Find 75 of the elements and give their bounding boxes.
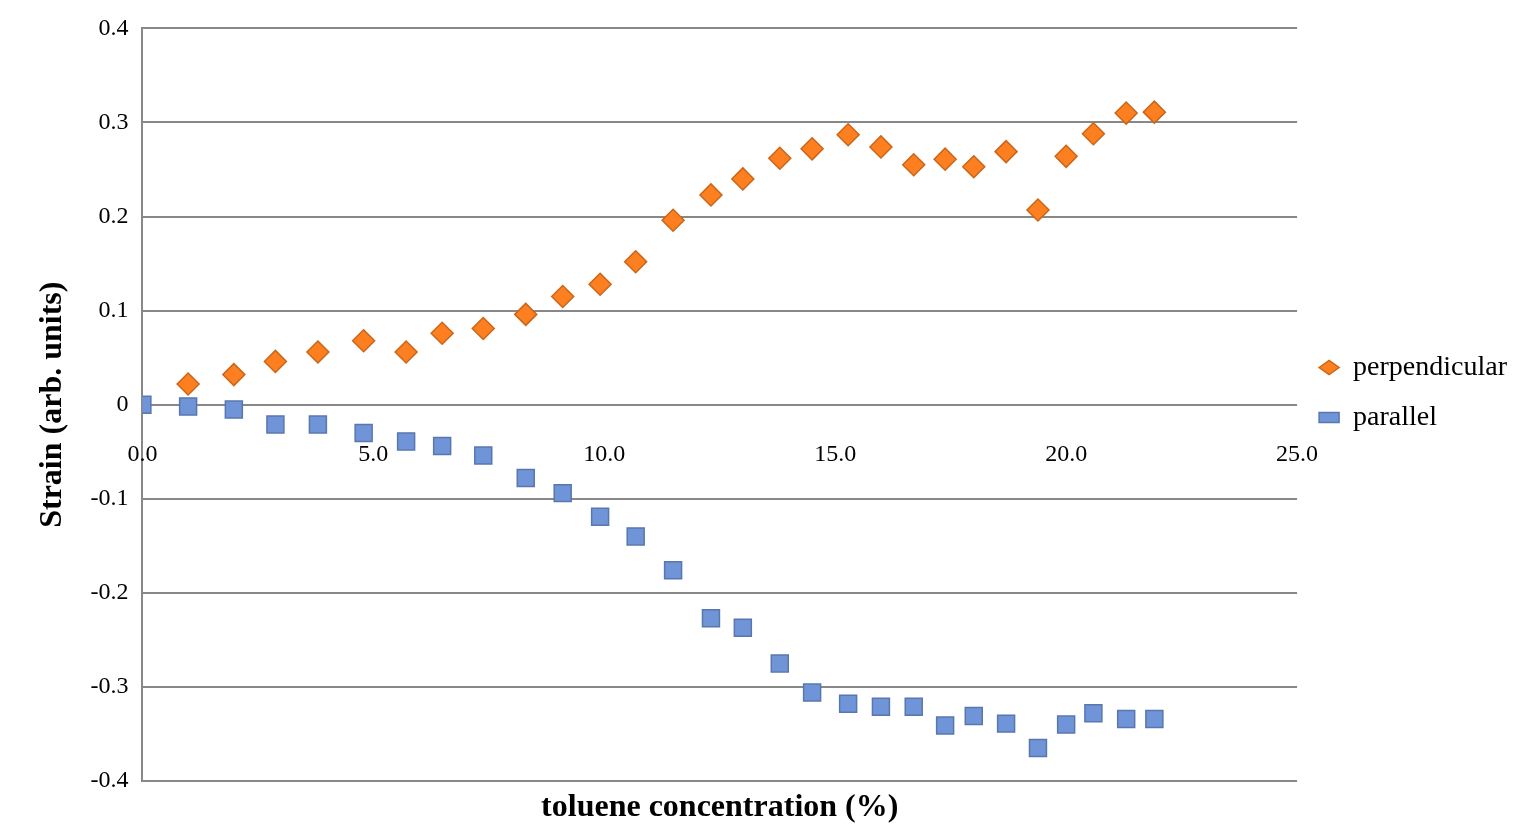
- point: [901, 153, 926, 177]
- point: [869, 135, 893, 159]
- point: [430, 321, 454, 345]
- point: [266, 415, 285, 434]
- point: [663, 561, 683, 580]
- x-tick-label: 15.0: [814, 440, 857, 466]
- point: [1026, 198, 1050, 222]
- x-tick-label: 5.0: [358, 440, 389, 466]
- point: [394, 340, 418, 364]
- point: [516, 468, 535, 488]
- x-tick-label: 0.0: [127, 440, 158, 466]
- x-axis-title: toluene concentration (%): [541, 787, 899, 824]
- point: [701, 609, 721, 628]
- y-tick-label: -0.4: [90, 766, 129, 793]
- y-tick-label: 0.3: [98, 107, 129, 134]
- point: [590, 507, 610, 526]
- point: [308, 415, 328, 434]
- x-tick-label: 25.0: [1276, 440, 1319, 466]
- y-tick-label: -0.2: [90, 578, 129, 605]
- y-tick-label: 0.2: [98, 201, 129, 228]
- point: [306, 340, 330, 364]
- x-tick-label: 10.0: [583, 440, 626, 466]
- point: [1084, 704, 1103, 723]
- point: [994, 139, 1018, 164]
- point: [553, 483, 572, 503]
- point: [731, 167, 755, 191]
- point: [354, 423, 373, 443]
- point: [871, 697, 891, 716]
- point: [933, 147, 957, 171]
- point: [1081, 122, 1106, 146]
- point: [222, 362, 246, 387]
- y-tick-label: -0.1: [90, 484, 129, 511]
- point: [351, 328, 376, 353]
- point: [964, 706, 983, 726]
- point: [176, 372, 200, 396]
- legend-label: perpendicular: [1353, 349, 1508, 381]
- point: [224, 400, 244, 419]
- point: [474, 446, 493, 465]
- point: [1145, 709, 1164, 729]
- point: [838, 694, 858, 714]
- point: [935, 716, 955, 735]
- point: [800, 137, 824, 161]
- x-tick-label: 20.0: [1045, 440, 1088, 466]
- point: [471, 316, 496, 341]
- point: [699, 183, 723, 207]
- point: [996, 714, 1016, 733]
- point: [626, 527, 645, 546]
- point: [623, 249, 648, 274]
- point: [396, 432, 416, 451]
- point: [432, 436, 452, 456]
- point: [1028, 738, 1048, 758]
- point: [768, 146, 792, 170]
- point: [733, 618, 753, 637]
- y-tick-label: 0.4: [98, 13, 129, 40]
- point: [1054, 144, 1078, 169]
- point: [1056, 715, 1076, 734]
- y-tick-label: 0.1: [98, 295, 129, 322]
- y-tick-label: -0.3: [90, 672, 129, 699]
- point: [178, 397, 198, 416]
- point: [588, 272, 612, 297]
- point: [550, 284, 575, 309]
- point: [802, 683, 822, 702]
- point: [661, 208, 685, 233]
- y-axis-title: Strain (arb. units): [32, 281, 69, 528]
- point: [770, 654, 790, 673]
- point: [1142, 100, 1167, 124]
- point: [1116, 709, 1136, 729]
- point: [514, 302, 538, 327]
- point: [836, 122, 860, 147]
- legend-label: parallel: [1353, 399, 1438, 431]
- y-tick-label: 0: [116, 390, 129, 416]
- point: [1114, 101, 1138, 125]
- point: [263, 349, 288, 374]
- point: [962, 154, 986, 179]
- point: [904, 697, 923, 716]
